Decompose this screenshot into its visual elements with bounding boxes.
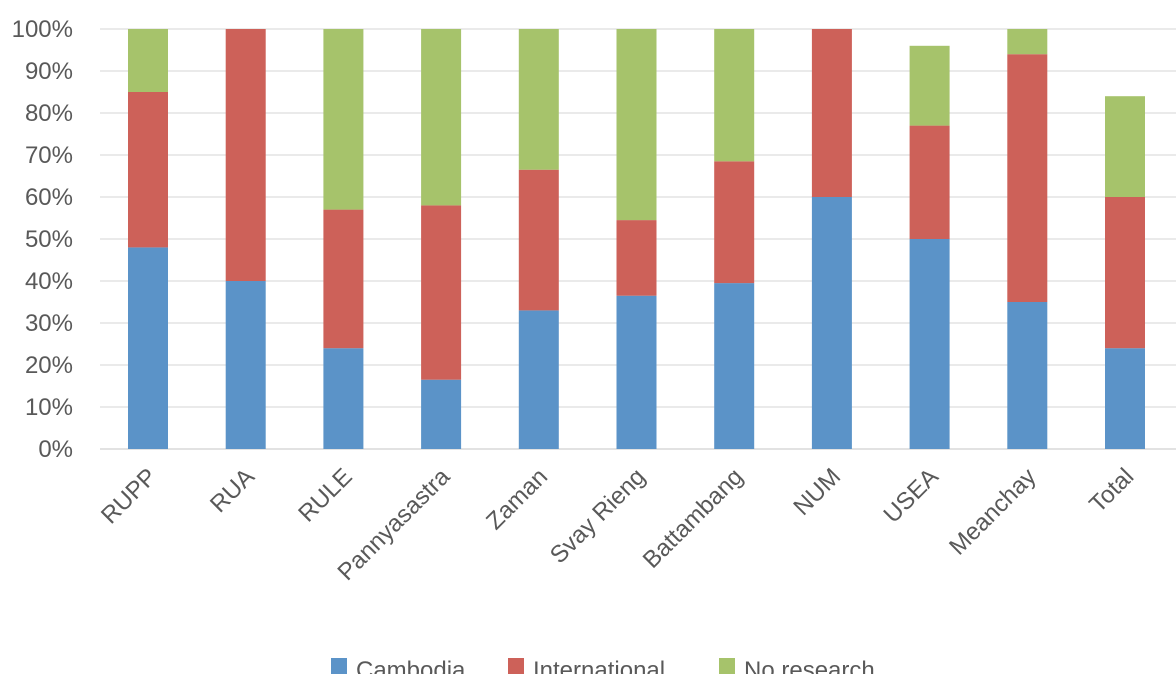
bar-cambodia-svay-rieng — [616, 295, 657, 449]
bar-international-total — [1105, 197, 1145, 349]
bar-international-rupp — [128, 92, 168, 248]
bar-international-rule — [323, 209, 364, 349]
y-tick-label: 50% — [25, 226, 73, 253]
legend-swatch-international — [508, 658, 524, 674]
y-tick-label: 70% — [25, 142, 73, 169]
y-axis: 0% 10% 20% 30% 40% 50% 60% 70% 80% 90% 100% — [12, 16, 73, 463]
bar-international-meanchay — [1007, 54, 1048, 303]
x-tick-label: Total — [1084, 463, 1139, 518]
legend-label-no-research: No research — [744, 657, 875, 674]
y-tick-label: 60% — [25, 184, 73, 211]
y-tick-label: 30% — [25, 310, 73, 337]
y-tick-label: 10% — [25, 394, 73, 421]
x-tick-label: Battambang — [638, 463, 749, 574]
bar-international-battambang — [714, 161, 755, 284]
y-tick-label: 40% — [25, 268, 73, 295]
bar-international-svay-rieng — [616, 220, 657, 296]
x-tick-label: Meanchay — [944, 463, 1041, 560]
legend-swatch-cambodia — [331, 658, 347, 674]
bar-cambodia-usea — [909, 239, 950, 449]
x-tick-label: Zaman — [481, 463, 553, 535]
bar-cambodia-rua — [225, 281, 266, 449]
y-tick-label: 100% — [12, 16, 73, 43]
bar-international-rua — [225, 29, 266, 281]
bar-no-research-usea — [909, 45, 950, 126]
x-tick-label: NUM — [788, 463, 846, 521]
legend-label-international: International — [533, 657, 665, 674]
bar-no-research-meanchay — [1007, 29, 1048, 55]
bar-cambodia-pannyasastra — [421, 379, 462, 449]
x-tick-label: RULE — [293, 463, 357, 527]
bar-international-num — [811, 29, 852, 197]
bar-no-research-pannyasastra — [421, 29, 462, 206]
y-tick-label: 80% — [25, 100, 73, 127]
bar-no-research-zaman — [518, 29, 559, 170]
x-tick-label: RUA — [205, 463, 260, 518]
bar-cambodia-rule — [323, 348, 364, 449]
x-tick-label: USEA — [879, 463, 944, 528]
legend: Cambodia International No research — [331, 657, 875, 674]
bar-cambodia-num — [811, 197, 852, 449]
bar-no-research-svay-rieng — [616, 29, 657, 221]
legend-label-cambodia: Cambodia — [356, 657, 466, 674]
y-tick-label: 90% — [25, 58, 73, 85]
x-tick-label: RUPP — [96, 463, 162, 529]
bar-international-usea — [909, 125, 950, 239]
bar-international-pannyasastra — [421, 205, 462, 380]
bars — [128, 29, 1145, 449]
bar-no-research-rupp — [128, 29, 168, 92]
bar-cambodia-total — [1105, 348, 1145, 449]
bar-cambodia-zaman — [518, 310, 559, 449]
bar-no-research-rule — [323, 29, 364, 210]
x-tick-label: Svay Rieng — [545, 463, 651, 569]
bar-no-research-total — [1105, 96, 1145, 197]
bar-no-research-battambang — [714, 29, 755, 162]
bar-international-zaman — [518, 169, 559, 311]
bar-cambodia-rupp — [128, 247, 168, 449]
bar-cambodia-battambang — [714, 283, 755, 449]
y-tick-label: 0% — [38, 436, 73, 463]
legend-swatch-no-research — [719, 658, 735, 674]
bar-cambodia-meanchay — [1007, 302, 1048, 449]
y-tick-label: 20% — [25, 352, 73, 379]
